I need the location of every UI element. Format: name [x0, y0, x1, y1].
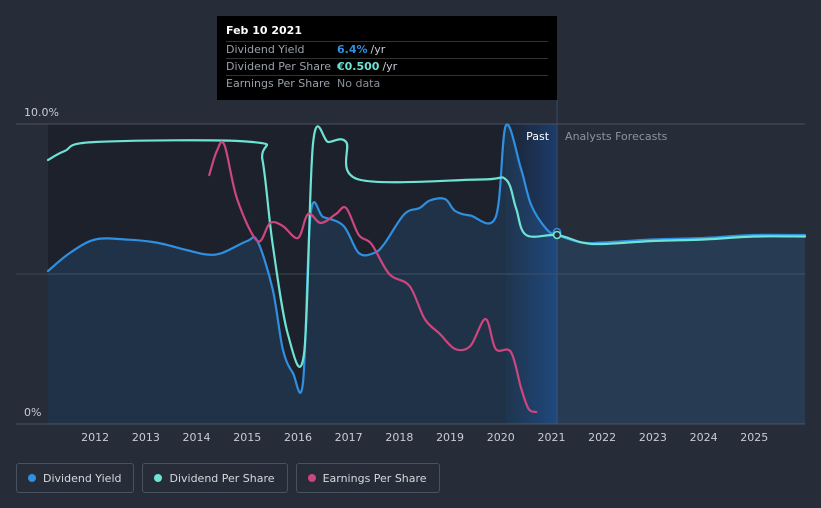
x-tick-label: 2014: [183, 431, 211, 444]
x-tick-label: 2022: [588, 431, 616, 444]
legend-item-dividend-yield[interactable]: Dividend Yield: [16, 463, 135, 493]
tooltip-value: 6.4%: [337, 43, 368, 56]
dividend-per-share-line: [46, 125, 807, 368]
tooltip-row-dividend-yield: Dividend Yield 6.4% /yr: [226, 42, 548, 59]
x-tick-label: 2012: [81, 431, 109, 444]
tooltip-unit: /yr: [370, 43, 386, 56]
tooltip-label: Earnings Per Share: [226, 77, 331, 90]
x-tick-label: 2024: [690, 431, 718, 444]
tooltip-unit: /yr: [382, 60, 398, 73]
legend-label: Dividend Per Share: [169, 471, 275, 485]
dividend-yield-area: [48, 124, 805, 424]
tooltip-value: No data: [337, 77, 381, 90]
dividend-per-share-dot-icon: [154, 474, 163, 482]
dividend-per-share-highlight-point: [552, 230, 562, 240]
tooltip-row-dividend-per-share: Dividend Per Share €0.500 /yr: [226, 59, 548, 76]
tooltip-label: Dividend Yield: [226, 43, 305, 56]
earnings-per-share-line: [208, 140, 538, 414]
tooltip-row-earnings-per-share: Earnings Per Share No data: [226, 76, 548, 92]
x-tick-label: 2020: [487, 431, 515, 444]
x-tick-label: 2018: [385, 431, 413, 444]
x-tick-label: 2025: [740, 431, 768, 444]
tooltip-label: Dividend Per Share: [226, 60, 332, 73]
earnings-per-share-dot-icon: [307, 474, 316, 482]
x-tick-label: 2015: [233, 431, 261, 444]
x-tick-label: 2016: [284, 431, 312, 444]
legend-label: Dividend Yield: [43, 471, 122, 485]
tooltip-value: €0.500: [337, 60, 380, 73]
x-tick-label: 2023: [639, 431, 667, 444]
x-tick-label: 2019: [436, 431, 464, 444]
analysts-forecasts-label: Analysts Forecasts: [565, 130, 668, 143]
tooltip: Feb 10 2021 Dividend Yield 6.4% /yr Divi…: [217, 16, 557, 100]
legend-item-dividend-per-share[interactable]: Dividend Per Share: [142, 463, 288, 493]
dividend-yield-dot-icon: [28, 474, 36, 482]
past-label: Past: [526, 130, 550, 143]
y-axis-top-label: 10.0%: [24, 106, 59, 119]
x-tick-label: 2021: [537, 431, 565, 444]
y-axis-bottom-label: 0%: [24, 406, 41, 419]
legend: Dividend Yield Dividend Per Share Earnin…: [16, 463, 440, 493]
tooltip-date: Feb 10 2021: [226, 16, 548, 42]
x-tick-label: 2017: [335, 431, 363, 444]
x-tick-label: 2013: [132, 431, 160, 444]
legend-item-earnings-per-share[interactable]: Earnings Per Share: [295, 463, 440, 493]
legend-label: Earnings Per Share: [322, 471, 427, 485]
